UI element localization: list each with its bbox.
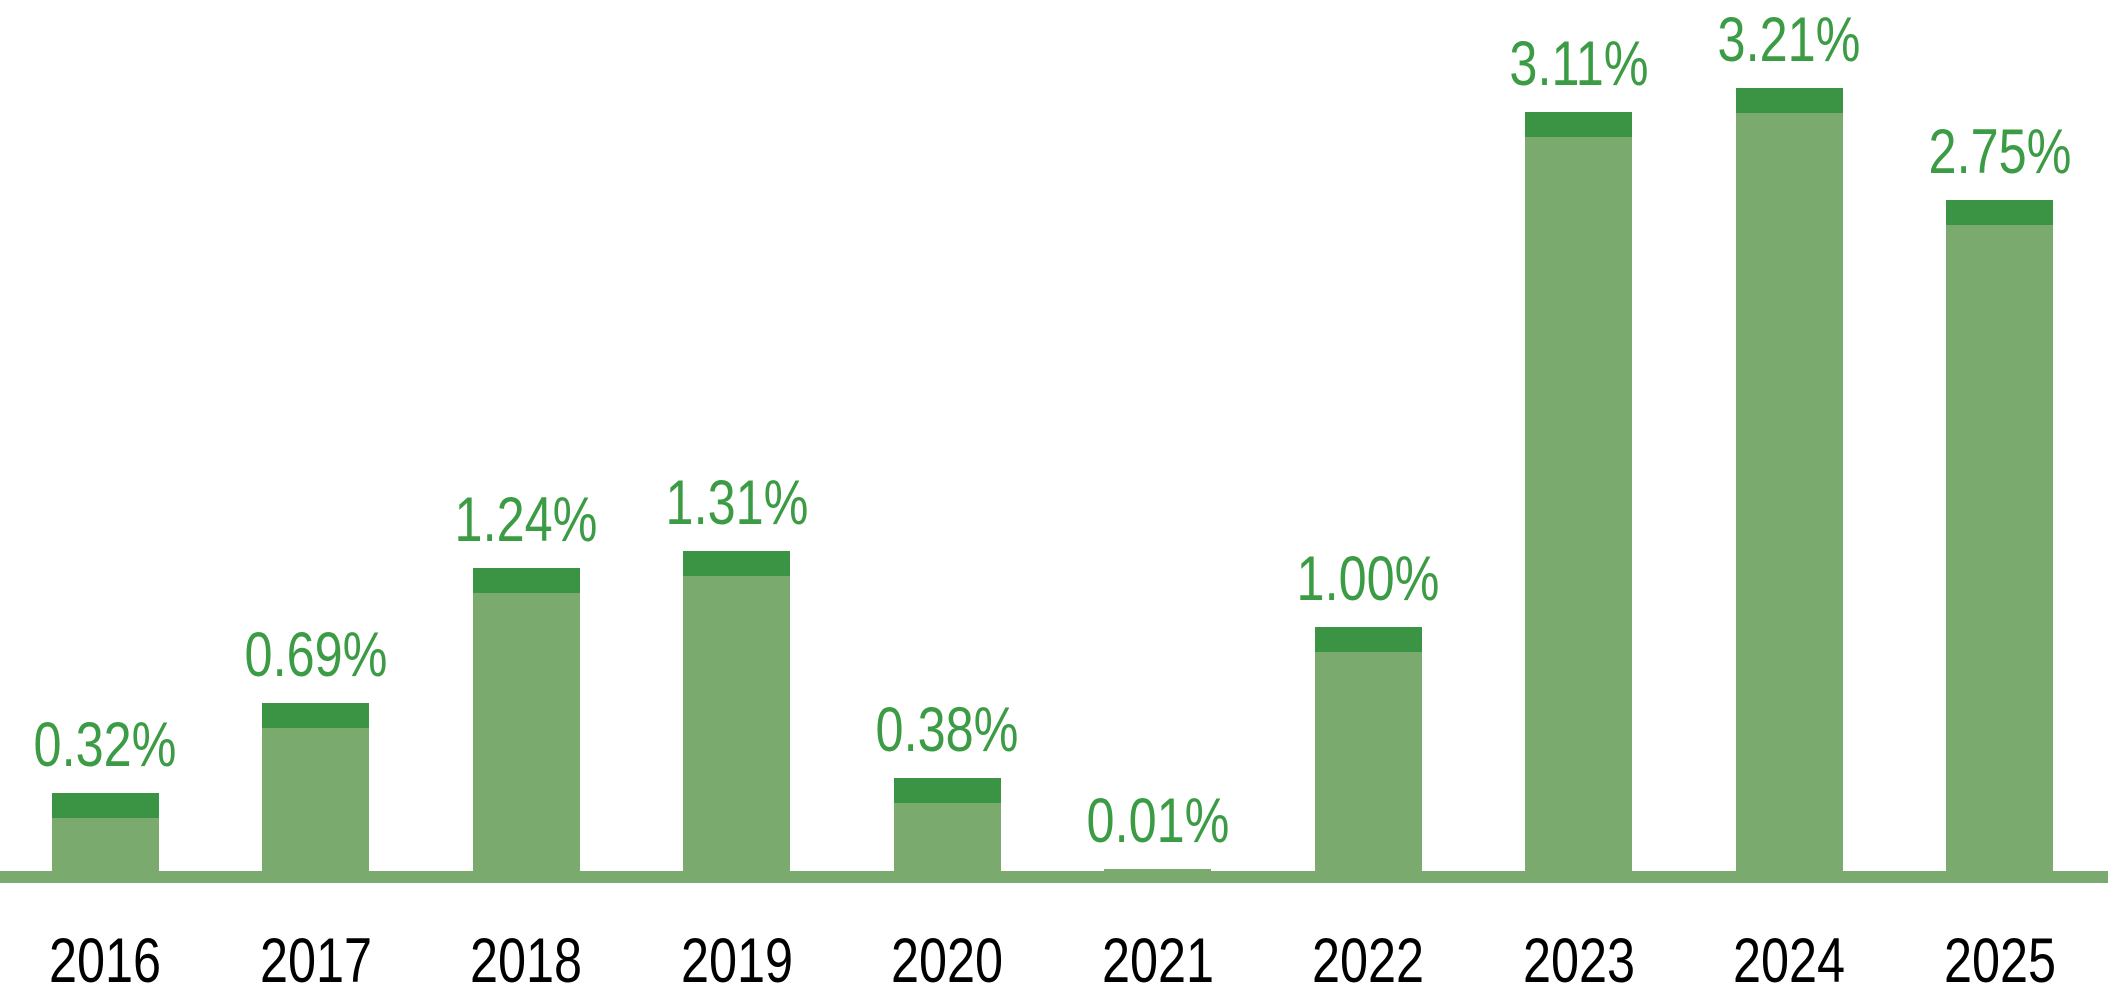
- bar-cap: [1946, 200, 2053, 225]
- bar-2020: [893, 778, 1001, 871]
- bar-body: [51, 818, 159, 871]
- x-axis-tick-label: 2022: [1311, 926, 1425, 992]
- bar-2025: [1946, 200, 2053, 871]
- bar-value-label: 0.38%: [875, 695, 1019, 765]
- x-axis-tick-label: 2021: [1101, 926, 1214, 992]
- bar-value-label: 0.69%: [244, 620, 387, 690]
- bar-body: [1946, 225, 2053, 871]
- bar-cap: [1314, 627, 1422, 652]
- bar-cap: [51, 793, 159, 818]
- bar-cap: [893, 778, 1001, 803]
- bar-2022: [1314, 627, 1422, 871]
- bar-body: [262, 728, 369, 871]
- bar-value-label: 3.21%: [1717, 5, 1861, 75]
- x-axis-tick-label: 2019: [680, 926, 793, 992]
- bar-cap: [683, 551, 790, 576]
- bar-cap: [1735, 88, 1843, 113]
- bar-cap: [262, 703, 369, 728]
- bar-value-label: 0.01%: [1086, 786, 1229, 856]
- bar-2017: [262, 703, 369, 871]
- x-axis-line: [0, 871, 2108, 883]
- x-axis-tick-label: 2016: [48, 926, 162, 992]
- x-axis-tick-label: 2023: [1522, 926, 1635, 992]
- bar-2024: [1735, 88, 1843, 871]
- bar-value-label: 1.00%: [1296, 544, 1440, 614]
- bar-value-label: 1.24%: [454, 485, 598, 555]
- bar-cap: [1525, 112, 1632, 137]
- bar-body: [1104, 869, 1211, 871]
- bar-2019: [683, 551, 790, 871]
- bar-cap: [472, 568, 580, 593]
- bar-value-label: 3.11%: [1508, 29, 1649, 99]
- bar-body: [683, 576, 790, 871]
- x-axis-tick-label: 2024: [1732, 926, 1846, 992]
- bar-value-label: 0.32%: [33, 710, 177, 780]
- bar-2023: [1525, 112, 1632, 871]
- bar-value-label: 2.75%: [1928, 117, 2071, 187]
- x-axis-tick-label: 2018: [469, 926, 583, 992]
- x-axis-tick-label: 2025: [1943, 926, 2056, 992]
- bar-2016: [51, 793, 159, 871]
- bar-2021: [1104, 869, 1211, 871]
- bar-value-label: 1.31%: [665, 468, 808, 538]
- bar-body: [472, 593, 580, 871]
- x-axis-tick-label: 2020: [890, 926, 1004, 992]
- bar-2018: [472, 568, 580, 871]
- bar-body: [893, 803, 1001, 871]
- bar-body: [1314, 652, 1422, 871]
- x-axis-tick-label: 2017: [259, 926, 372, 992]
- bar-body: [1735, 113, 1843, 871]
- bar-body: [1525, 137, 1632, 871]
